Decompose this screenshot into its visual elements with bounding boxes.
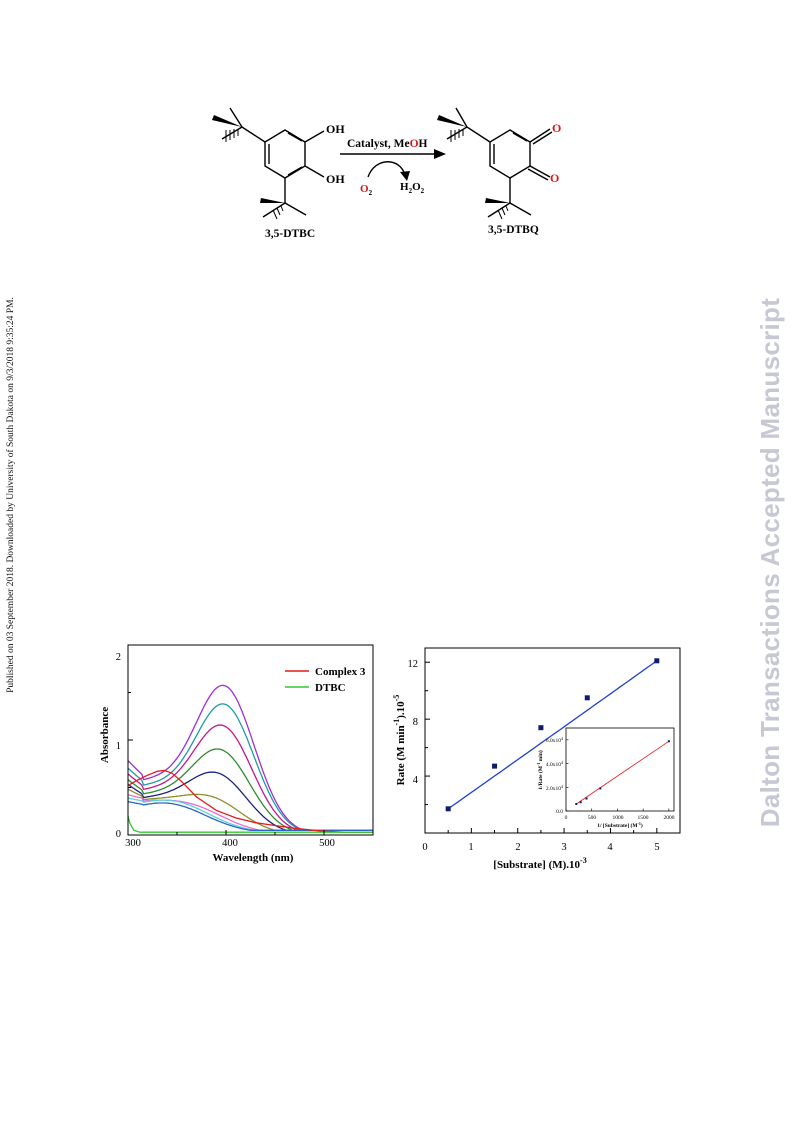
- legend-label-complex3: Complex 3: [315, 666, 366, 678]
- uv-vis-chart: 300 400 500 0 1 2 Wavelength (nm) Absorb…: [99, 644, 374, 864]
- inset-x-tick-2000: 2000: [664, 815, 675, 821]
- wedge-bond-reactant-bottom: [260, 198, 285, 203]
- rate-y-tick-4: 4: [413, 775, 419, 786]
- product-label: 3,5-DTBQ: [488, 224, 539, 236]
- inset-x-tick-1500: 1500: [638, 815, 649, 821]
- journal-watermark: Dalton Transactions Accepted Manuscript: [751, 240, 791, 885]
- reaction-arrowhead: [434, 149, 446, 159]
- inset-y-tick-4e4: 4.0x104: [546, 760, 563, 768]
- rate-x-tick-1: 1: [468, 842, 473, 853]
- rate-y-tick-12: 12: [408, 659, 419, 670]
- inset-x-tick-500: 500: [588, 815, 597, 821]
- reactant-oh-bottom: OH: [326, 172, 345, 186]
- uv-scan-series-1: [127, 684, 373, 831]
- inset-x-tick-1000: 1000: [613, 815, 624, 821]
- inset-data-point: [579, 801, 582, 804]
- inset-y-tick-6e4: 6.0x104: [546, 736, 563, 744]
- uv-dtbc-series: [127, 815, 373, 833]
- inset-axis-ticks: [565, 739, 670, 812]
- reactant-label: 3,5-DTBC: [265, 228, 315, 240]
- byproduct-h2o2: H2O2: [400, 181, 425, 195]
- uv-y-tick-2: 2: [116, 652, 121, 663]
- uv-complex3-series: [127, 769, 373, 833]
- rate-x-tick-3: 3: [561, 842, 566, 853]
- legend-label-dtbc: DTBC: [315, 682, 346, 694]
- rate-axis-ticks: [424, 661, 658, 833]
- inset-series-group: [575, 740, 670, 806]
- inset-data-point: [667, 740, 670, 743]
- uv-scan-series-9: [127, 801, 373, 831]
- watermark-text: Dalton Transactions Accepted Manuscript: [755, 297, 786, 828]
- inset-fit-line: [576, 740, 670, 805]
- uv-y-tick-0: 0: [116, 829, 121, 840]
- inset-data-point: [599, 787, 602, 790]
- inset-x-tick-0: 0: [565, 815, 568, 821]
- rate-data-point: [584, 695, 590, 701]
- inset-data-point: [575, 803, 578, 806]
- wedge-bond-reactant-left: [212, 115, 242, 127]
- rate-x-tick-0: 0: [422, 842, 427, 853]
- reaction-conditions: Catalyst, MeOH: [347, 138, 428, 150]
- rate-chart: 0 1 2 3 4 5 4 8 12 [Substrate] (M).10-3 …: [392, 647, 681, 871]
- wedge-bond-product-left: [437, 115, 467, 127]
- wedge-bond-product-bottom: [485, 198, 510, 203]
- rate-x-axis-label: [Substrate] (M).10-3: [493, 856, 586, 871]
- uv-x-tick-500: 500: [319, 838, 335, 849]
- reactant-oh-top: OH: [326, 122, 345, 136]
- uv-axis-ticks: [127, 644, 325, 836]
- oxidant-o2: O2: [360, 183, 373, 197]
- reactant-ring: [264, 129, 306, 179]
- inset-y-tick-2e4: 2.0x104: [546, 784, 563, 792]
- rate-x-tick-2: 2: [515, 842, 520, 853]
- uv-x-tick-400: 400: [222, 838, 238, 849]
- uv-scan-series-6: [127, 788, 373, 831]
- uv-x-axis-label: Wavelength (nm): [213, 852, 294, 864]
- inset-y-axis-label: 1/Rate (M-1 min): [536, 750, 544, 790]
- inset-y-tick-0: 0.0: [556, 809, 563, 815]
- product-o-bottom: O: [550, 171, 559, 185]
- inset-x-axis-label: 1/ [Substrate] (M-1): [597, 821, 643, 829]
- uv-series-group: [127, 684, 373, 833]
- rate-fit-curve: [447, 660, 658, 810]
- inset-data-point: [585, 797, 588, 800]
- rate-y-tick-8: 8: [413, 717, 418, 728]
- rate-x-tick-5: 5: [654, 842, 659, 853]
- uv-x-tick-300: 300: [125, 838, 141, 849]
- curved-arrowhead: [400, 171, 410, 181]
- uv-scan-series-4: [127, 748, 373, 831]
- uv-y-axis-label: Absorbance: [99, 707, 111, 763]
- reaction-scheme: OH OH O O Catalyst, MeOH O2 H2O2 3,5-DTB…: [212, 107, 561, 240]
- rate-x-tick-4: 4: [607, 842, 613, 853]
- product-o-top: O: [552, 121, 561, 135]
- publication-side-note: Published on 03 September 2018. Download…: [3, 270, 19, 720]
- product-ring: [489, 129, 531, 179]
- rate-data-point: [538, 725, 544, 731]
- rate-data-point: [445, 806, 451, 812]
- side-note-text: Published on 03 September 2018. Download…: [6, 297, 16, 693]
- uv-y-tick-1: 1: [116, 741, 121, 752]
- rate-series-group: [445, 658, 660, 812]
- rate-data-point: [492, 763, 498, 769]
- rate-y-axis-label: Rate (M min-1).10-5: [392, 695, 407, 786]
- rate-data-point: [654, 658, 660, 664]
- rate-plot-frame: [424, 647, 681, 834]
- inset-plot-frame: [565, 727, 675, 812]
